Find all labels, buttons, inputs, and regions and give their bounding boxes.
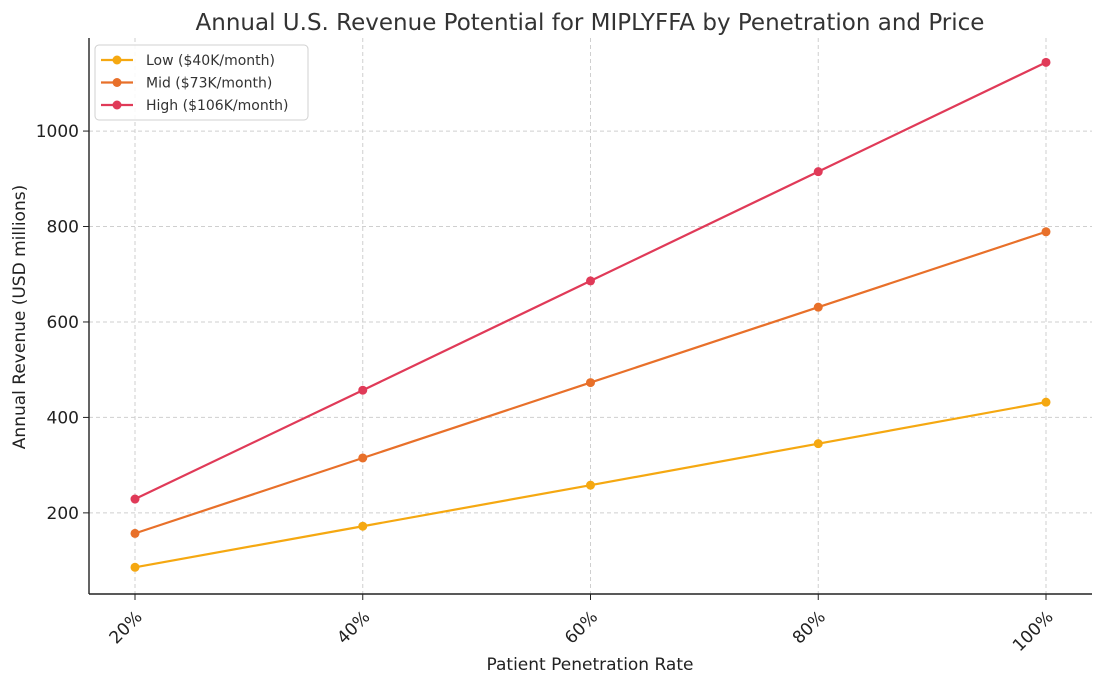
x-tick-label: 40% bbox=[333, 607, 374, 648]
data-point bbox=[586, 378, 595, 388]
data-point bbox=[130, 494, 140, 504]
legend-label: Mid ($73K/month) bbox=[146, 76, 272, 92]
legend-swatch-marker bbox=[112, 55, 122, 65]
x-tick-label: 100% bbox=[1009, 607, 1058, 656]
data-point bbox=[813, 302, 823, 312]
x-tick-label: 80% bbox=[789, 607, 830, 648]
legend-label: Low ($40K/month) bbox=[146, 53, 275, 69]
data-point bbox=[358, 385, 368, 395]
y-tick-label: 200 bbox=[47, 504, 79, 524]
legend-swatch-marker bbox=[112, 78, 122, 87]
data-point bbox=[813, 439, 823, 449]
data-point bbox=[1041, 227, 1051, 237]
grid-lines bbox=[89, 38, 1092, 594]
chart-title: Annual U.S. Revenue Potential for MIPLYF… bbox=[196, 10, 985, 36]
series-layer bbox=[130, 57, 1051, 572]
data-point bbox=[358, 453, 368, 463]
data-point bbox=[813, 167, 823, 177]
y-tick-label: 400 bbox=[47, 408, 79, 428]
y-tick-label: 1000 bbox=[36, 122, 79, 142]
data-point bbox=[358, 521, 368, 531]
legend: Low ($40K/month) Mid ($73K/month) High ($1… bbox=[94, 44, 309, 121]
legend-label: High ($106K/month) bbox=[146, 98, 289, 114]
data-point bbox=[1041, 397, 1051, 407]
legend-frame bbox=[94, 44, 309, 121]
y-axis-label: Annual Revenue (USD millions) bbox=[10, 185, 30, 449]
data-point bbox=[586, 276, 595, 286]
data-point bbox=[586, 480, 595, 490]
y-tick-label: 800 bbox=[47, 218, 79, 238]
data-point bbox=[1041, 57, 1051, 67]
x-axis-label: Patient Penetration Rate bbox=[487, 655, 694, 675]
legend-swatch-marker bbox=[112, 100, 122, 110]
y-tick-label: 600 bbox=[47, 313, 79, 333]
x-tick-label: 20% bbox=[106, 607, 147, 648]
data-point bbox=[130, 562, 140, 572]
data-point bbox=[130, 528, 140, 538]
x-tick-label: 60% bbox=[561, 607, 602, 648]
